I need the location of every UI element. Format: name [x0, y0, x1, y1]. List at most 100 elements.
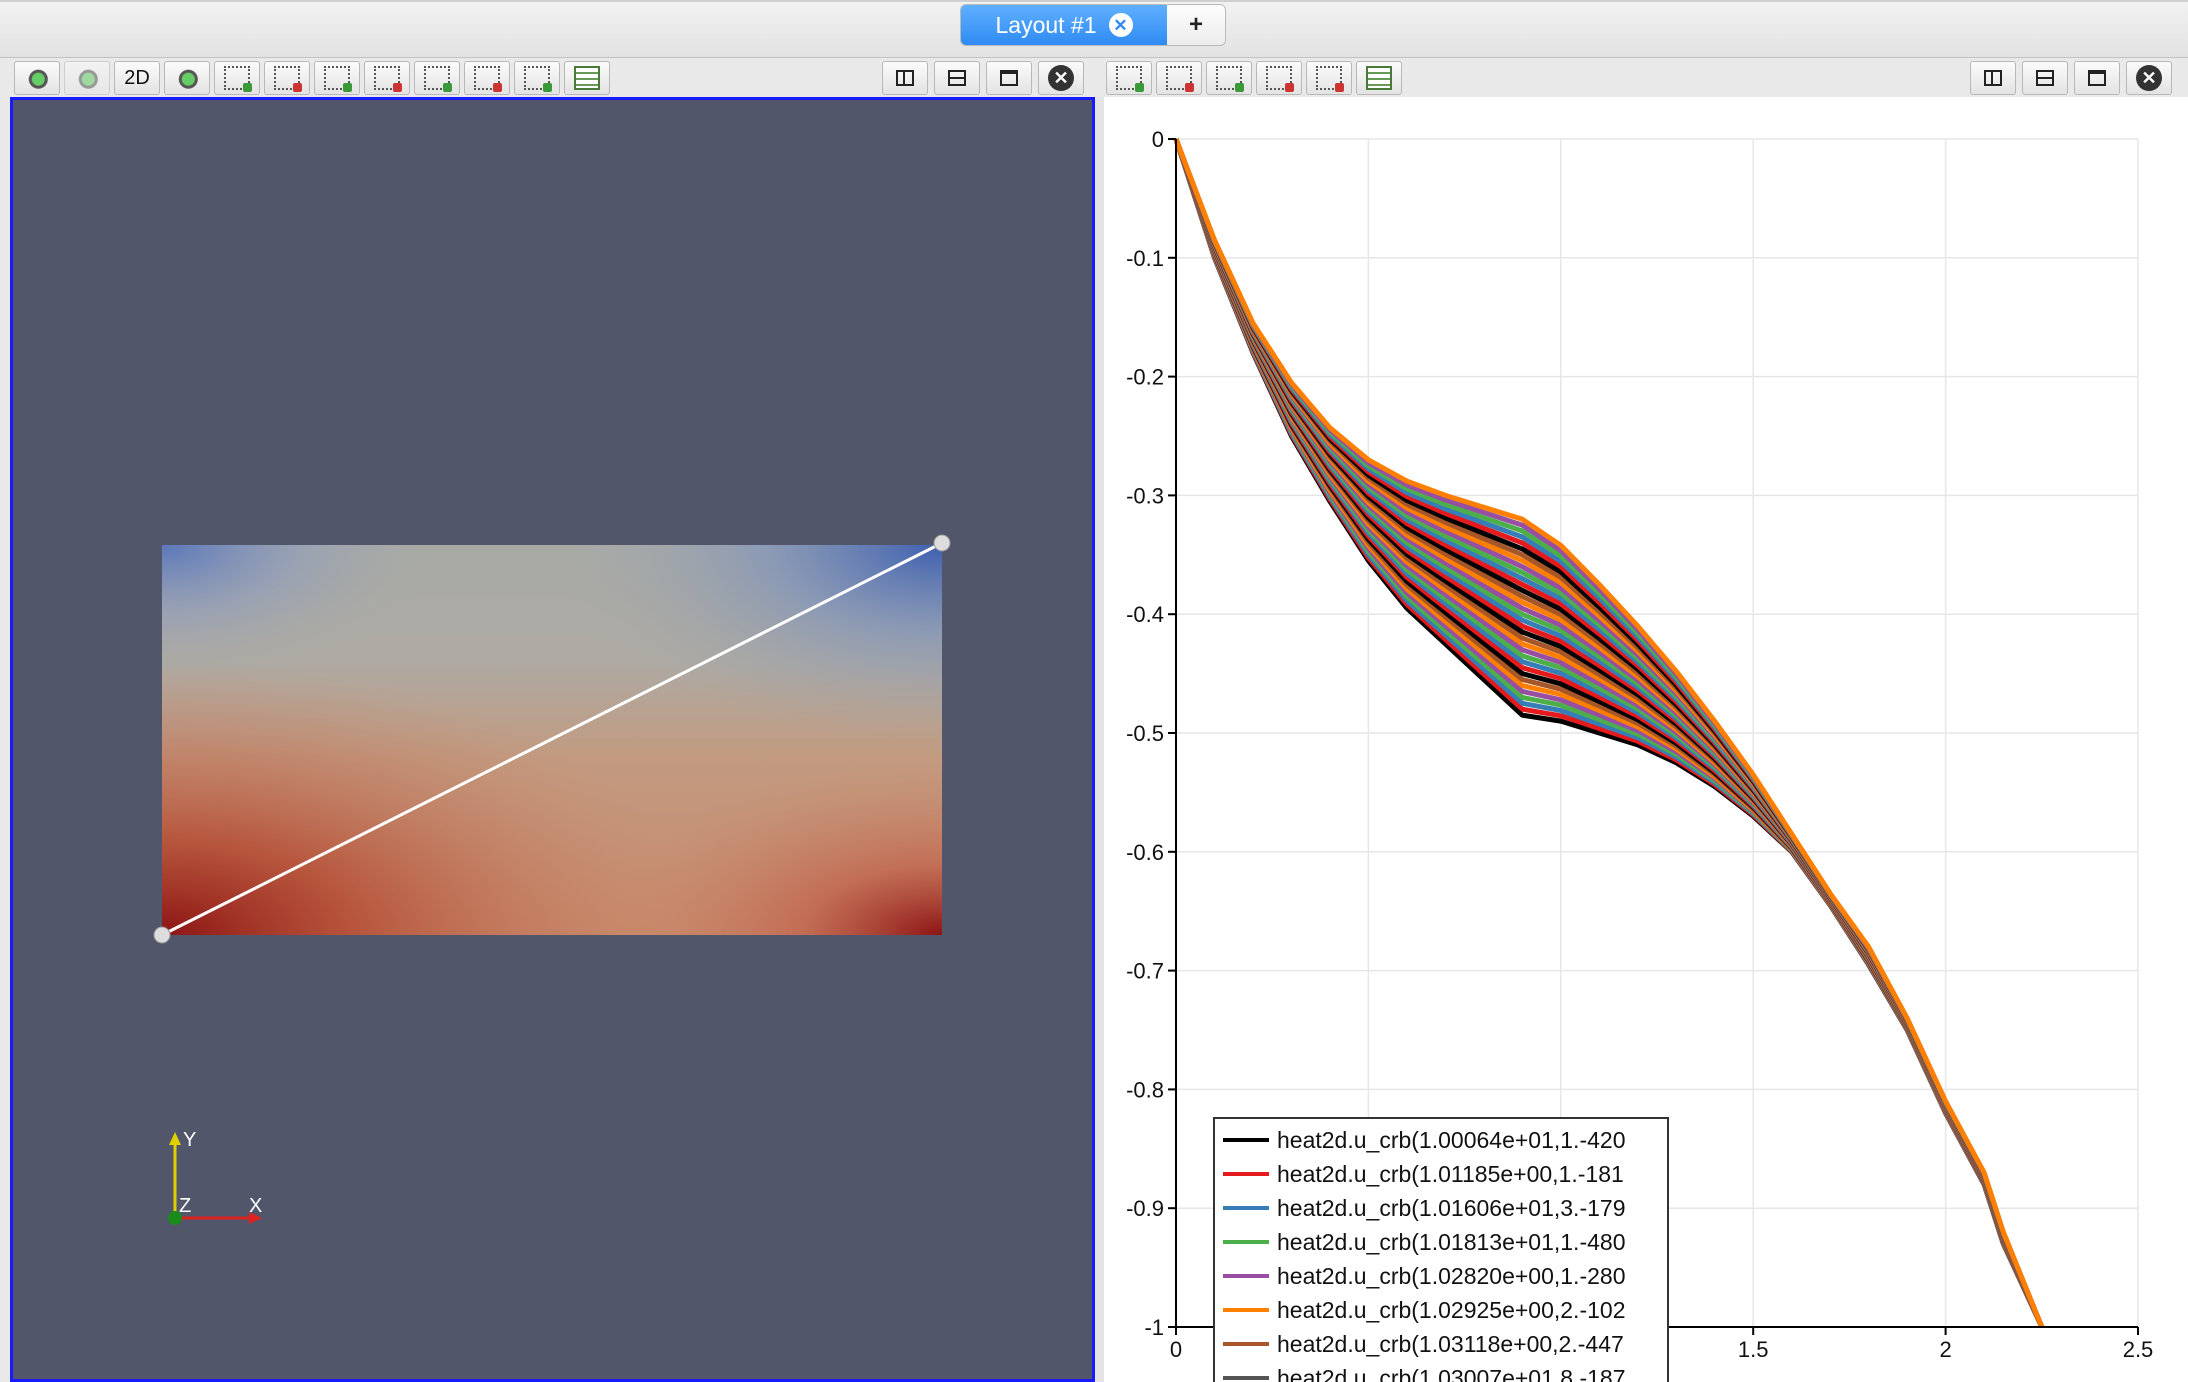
- polygon-select-icon: [474, 66, 502, 92]
- x-axis-arrow: [249, 1212, 262, 1224]
- reset-camera-button[interactable]: [14, 61, 60, 95]
- toggle-selection-button[interactable]: [1306, 61, 1352, 95]
- legend-item[interactable]: heat2d.u_crb(1.01606e+01,3.-179: [1223, 1191, 1659, 1225]
- select-points-button[interactable]: [1106, 61, 1152, 95]
- find-data-icon: [574, 66, 600, 90]
- legend-item[interactable]: heat2d.u_crb(1.01185e+00,1.-181: [1223, 1157, 1659, 1191]
- chart-grid: [1175, 138, 2139, 1328]
- probe-line-widget[interactable]: [161, 541, 943, 937]
- probe-point-2-handle[interactable]: [933, 534, 951, 552]
- chart-view-controls: ✕: [1970, 58, 2172, 98]
- y-tick-label: -0.3: [1126, 483, 1164, 508]
- maximize-button[interactable]: [986, 61, 1032, 95]
- chart-split-horizontal-button[interactable]: [1970, 61, 2016, 95]
- add-selection-button[interactable]: [1206, 61, 1252, 95]
- toggle-selection-icon: [1316, 66, 1344, 92]
- maximize-icon: [2088, 70, 2106, 86]
- z-axis-label: Z: [179, 1195, 191, 1217]
- y-tick-label: -0.5: [1126, 721, 1164, 746]
- legend-swatch: [1223, 1206, 1269, 1210]
- y-tick-label: -0.7: [1126, 959, 1164, 984]
- split-vertical-button[interactable]: [934, 61, 980, 95]
- legend-label: heat2d.u_crb(1.00064e+01,1.-420: [1277, 1126, 1626, 1153]
- close-view-button[interactable]: ✕: [1038, 61, 1084, 95]
- y-tick-label: 0: [1152, 127, 1164, 152]
- legend-swatch: [1223, 1308, 1269, 1312]
- layout-tabs: Layout #1 ✕ +: [960, 4, 1226, 46]
- legend-swatch: [1223, 1138, 1269, 1142]
- legend-label: heat2d.u_crb(1.02925e+00,2.-102: [1277, 1296, 1626, 1323]
- polygon-select-button[interactable]: [464, 61, 510, 95]
- subtract-selection-button[interactable]: [1256, 61, 1302, 95]
- select-cells-icon: [1166, 66, 1194, 92]
- x-axis-label: X: [249, 1195, 262, 1217]
- legend-item[interactable]: heat2d.u_crb(1.00064e+01,1.-420: [1223, 1123, 1659, 1157]
- z-axis-dot: [168, 1211, 182, 1225]
- interactive-select-button[interactable]: [414, 61, 460, 95]
- tab-layout-1[interactable]: Layout #1 ✕: [961, 5, 1167, 45]
- zoom-to-box-icon: [174, 66, 200, 90]
- legend-swatch: [1223, 1274, 1269, 1278]
- y-tick-label: -0.1: [1126, 246, 1164, 271]
- reset-camera-icon: [24, 66, 50, 90]
- select-cells-on-button[interactable]: [264, 61, 310, 95]
- legend-label: heat2d.u_crb(1.01185e+00,1.-181: [1277, 1160, 1624, 1187]
- interactive-select-icon: [424, 66, 452, 92]
- grow-selection-icon: [524, 66, 552, 92]
- close-icon: ✕: [1048, 65, 1074, 91]
- zoom-data-button[interactable]: [64, 61, 110, 95]
- chart-close-view-button[interactable]: ✕: [2126, 61, 2172, 95]
- legend-label: heat2d.u_crb(1.01813e+01,1.-480: [1277, 1228, 1626, 1255]
- legend-item[interactable]: heat2d.u_crb(1.02820e+00,1.-280: [1223, 1259, 1659, 1293]
- chart-legend[interactable]: heat2d.u_crb(1.00064e+01,1.-420 heat2d.u_…: [1213, 1117, 1669, 1382]
- line-chart[interactable]: 0-0.1-0.2-0.3-0.4-0.5-0.6-0.7-0.8-0.9-10…: [1104, 97, 2188, 1382]
- probe-point-1-handle[interactable]: [153, 926, 171, 944]
- line-chart-view[interactable]: 0 -0.1 -0.2 -0.3 -0.4 -0.5 -0.6 -0.7 -0.8 -0.9 -1 0…: [1104, 97, 2188, 1382]
- select-points-through-button[interactable]: [314, 61, 360, 95]
- legend-swatch: [1223, 1376, 1269, 1380]
- tab-close-icon[interactable]: ✕: [1108, 13, 1133, 37]
- legend-swatch: [1223, 1172, 1269, 1176]
- y-tick-label: -0.6: [1126, 840, 1164, 865]
- y-axis-label: Y: [183, 1129, 196, 1151]
- legend-label: heat2d.u_crb(1.03118e+00,2.-447: [1277, 1330, 1624, 1357]
- find-data-button[interactable]: [564, 61, 610, 95]
- select-cells-through-button[interactable]: [364, 61, 410, 95]
- render-canvas[interactable]: Y Z X: [13, 100, 1092, 1379]
- subtract-selection-icon: [1266, 66, 1294, 92]
- x-tick-label: 1.5: [1738, 1337, 1769, 1362]
- select-points-on-button[interactable]: [214, 61, 260, 95]
- two-d-toggle-button[interactable]: 2D: [114, 61, 160, 95]
- legend-label: heat2d.u_crb(1.03007e+01,8.-187: [1277, 1364, 1626, 1382]
- legend-item[interactable]: heat2d.u_crb(1.01813e+01,1.-480: [1223, 1225, 1659, 1259]
- select-cells-on-icon: [274, 66, 302, 92]
- legend-item[interactable]: heat2d.u_crb(1.03118e+00,2.-447: [1223, 1327, 1659, 1361]
- maximize-icon: [1000, 70, 1018, 86]
- legend-item[interactable]: heat2d.u_crb(1.02925e+00,2.-102: [1223, 1293, 1659, 1327]
- render-view[interactable]: Y Z X: [10, 97, 1095, 1382]
- chart-settings-button[interactable]: [1356, 61, 1402, 95]
- chart-maximize-button[interactable]: [2074, 61, 2120, 95]
- split-vertical-icon: [2036, 70, 2054, 86]
- zoom-to-box-button[interactable]: [164, 61, 210, 95]
- view-splitter[interactable]: [1095, 97, 1104, 1382]
- select-points-through-icon: [324, 66, 352, 92]
- split-horizontal-icon: [896, 70, 914, 86]
- y-tick-label: -0.9: [1126, 1196, 1164, 1221]
- split-vertical-icon: [948, 70, 966, 86]
- split-horizontal-button[interactable]: [882, 61, 928, 95]
- legend-item[interactable]: heat2d.u_crb(1.03007e+01,8.-187: [1223, 1361, 1659, 1382]
- add-layout-tab-button[interactable]: +: [1167, 5, 1225, 45]
- add-selection-icon: [1216, 66, 1244, 92]
- x-tick-label: 2.5: [2123, 1337, 2154, 1362]
- split-horizontal-icon: [1984, 70, 2002, 86]
- y-axis-arrow: [169, 1132, 181, 1145]
- y-tick-label: -0.2: [1126, 365, 1164, 390]
- render-view-toolbar: 2D: [14, 58, 610, 98]
- layout-tab-bar: Layout #1 ✕ +: [0, 0, 2188, 58]
- select-cells-button[interactable]: [1156, 61, 1202, 95]
- x-tick-label: 0: [1170, 1337, 1182, 1362]
- chart-split-vertical-button[interactable]: [2022, 61, 2068, 95]
- render-view-controls: ✕: [882, 58, 1084, 98]
- grow-selection-button[interactable]: [514, 61, 560, 95]
